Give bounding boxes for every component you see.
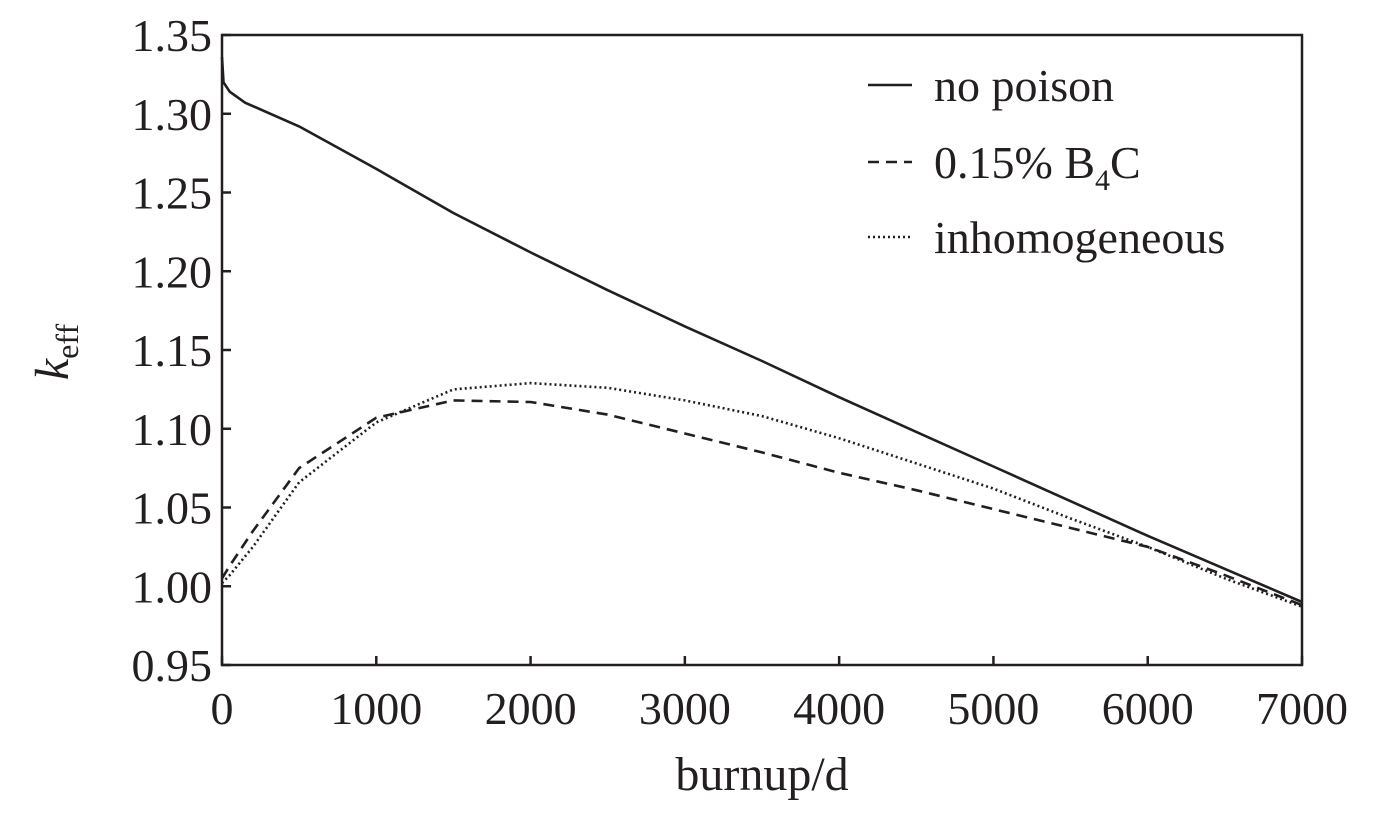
- x-axis-title: burnup/d: [675, 748, 848, 801]
- x-axis: 0 1000 2000 3000 4000 5000 6000 7000: [211, 656, 1348, 734]
- x-tick-label: 0: [211, 683, 234, 734]
- x-tick-label: 4000: [793, 683, 885, 734]
- x-tick-label: 1000: [330, 683, 422, 734]
- y-tick-label: 1.05: [132, 483, 213, 534]
- series-line-2: [221, 381, 1303, 608]
- x-tick-label: 5000: [947, 683, 1039, 734]
- y-axis-title-sub: eff: [49, 324, 85, 359]
- y-axis-title: keff: [26, 324, 85, 381]
- legend-label-text: 0.15% B: [934, 137, 1095, 188]
- y-tick-label: 1.35: [132, 10, 213, 61]
- y-tick-label: 1.25: [132, 168, 213, 219]
- series-line-0: [220, 57, 1303, 604]
- legend-label-text: inhomogeneous: [934, 212, 1225, 263]
- y-tick-label: 1.15: [132, 325, 213, 376]
- y-axis-title-main: k: [26, 357, 79, 380]
- x-tick-label: 6000: [1102, 683, 1194, 734]
- y-tick-label: 0.95: [132, 640, 213, 691]
- legend-label-text: no poison: [934, 60, 1114, 111]
- series-layer: [220, 57, 1303, 608]
- x-tick-label: 2000: [485, 683, 577, 734]
- legend-label-0: no poison: [934, 60, 1114, 111]
- legend-label-2: inhomogeneous: [934, 212, 1225, 263]
- legend-label-sub: 4: [1095, 164, 1110, 197]
- x-tick-label: 3000: [639, 683, 731, 734]
- y-tick-label: 1.20: [132, 246, 213, 297]
- x-tick-label: 7000: [1256, 683, 1348, 734]
- legend-label-1: 0.15% B4C: [934, 137, 1141, 197]
- y-tick-label: 1.10: [132, 404, 213, 455]
- y-axis: 0.95 1.00 1.05 1.10 1.15 1.20 1.25 1.30 1.35: [132, 10, 231, 691]
- y-tick-label: 1.30: [132, 89, 213, 140]
- y-tick-label: 1.00: [132, 561, 213, 612]
- legend-label-tail: C: [1110, 137, 1141, 188]
- plot-frame: [220, 33, 1304, 667]
- series-line-1: [220, 399, 1303, 607]
